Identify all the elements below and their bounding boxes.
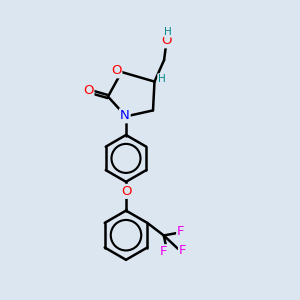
Text: F: F: [179, 244, 187, 257]
Text: O: O: [162, 34, 172, 47]
Text: F: F: [160, 245, 168, 258]
Text: O: O: [83, 84, 94, 98]
Text: O: O: [121, 185, 131, 198]
Text: H: H: [164, 27, 172, 37]
Text: F: F: [177, 225, 185, 239]
Text: H: H: [158, 74, 166, 84]
Text: O: O: [111, 64, 121, 77]
Text: N: N: [120, 109, 130, 122]
